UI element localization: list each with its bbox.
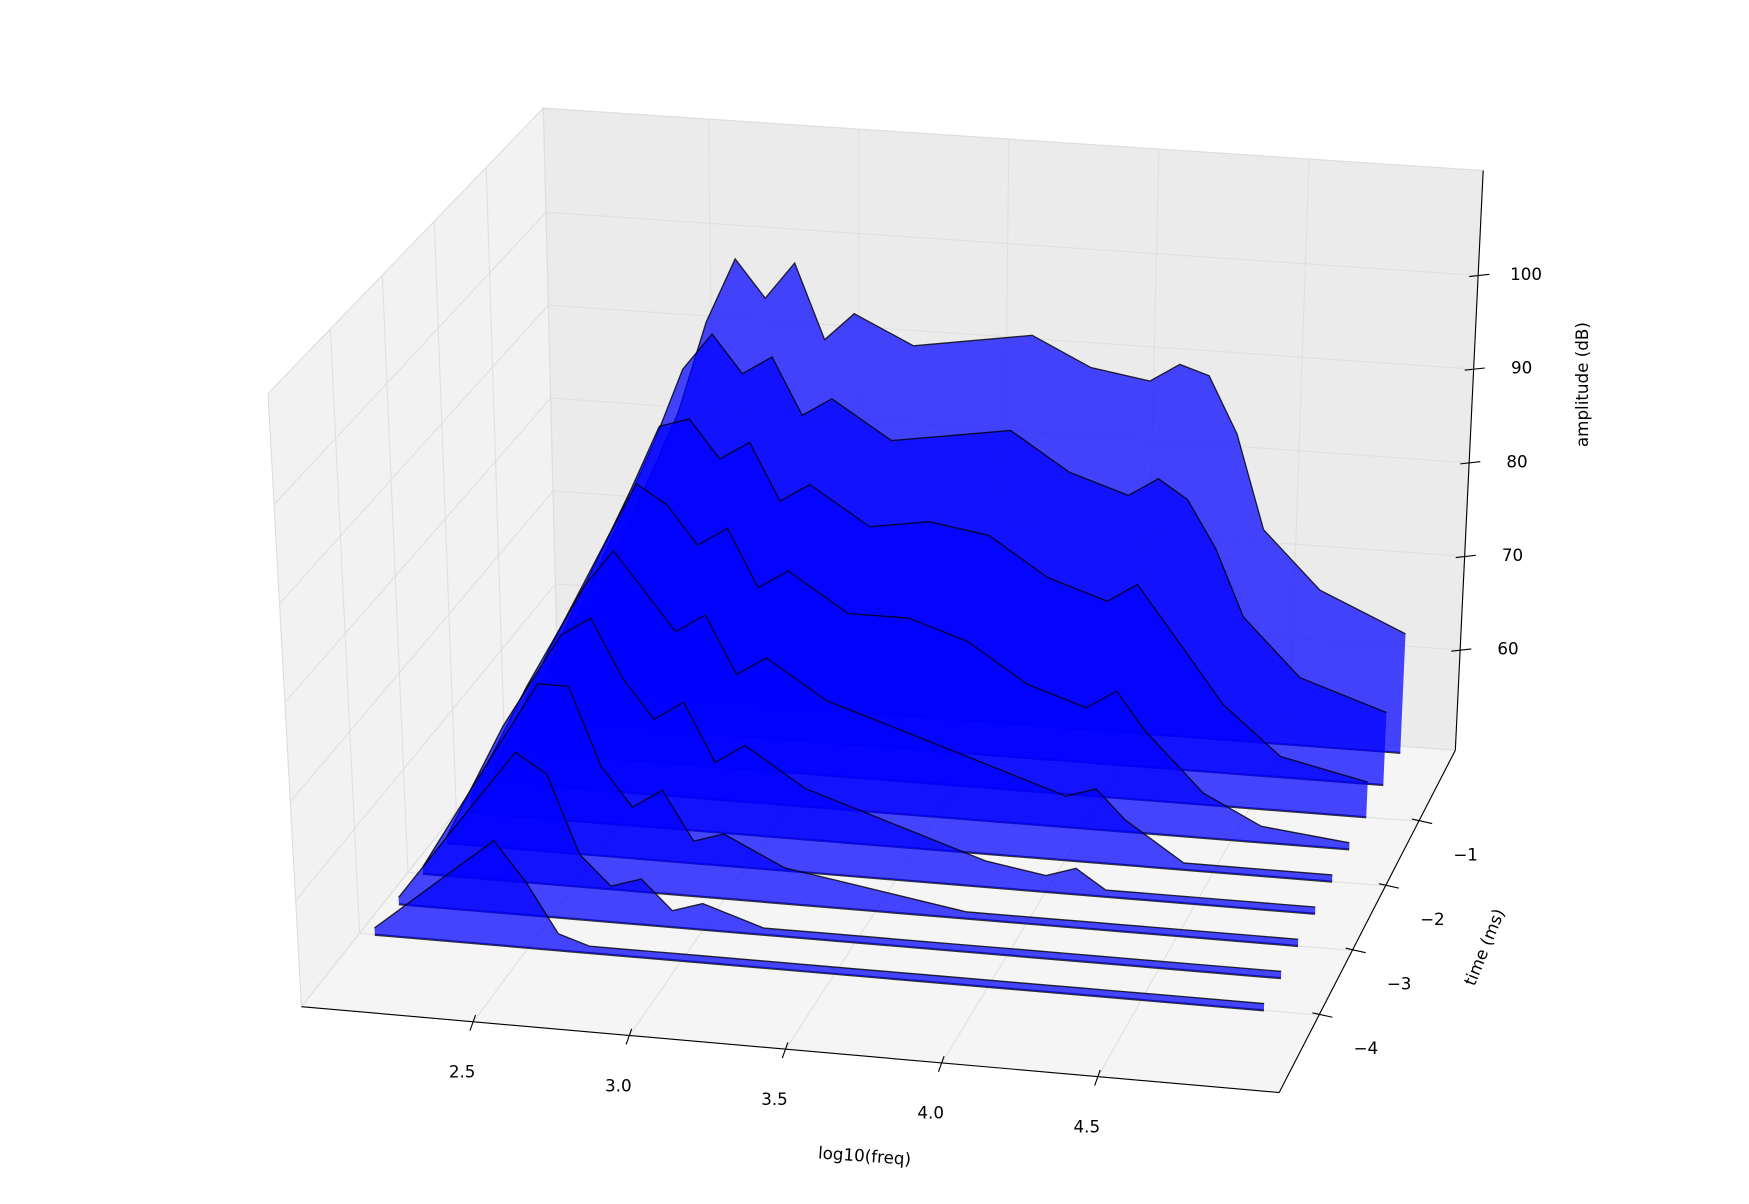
x-tick	[937, 1056, 945, 1073]
z-tick-label: 70	[1502, 545, 1523, 565]
x-tick	[469, 1014, 477, 1031]
z-axis-line	[1454, 170, 1484, 751]
slice-line	[494, 482, 1350, 844]
y-tick	[1312, 1012, 1333, 1018]
x-tick-label: 2.5	[449, 1062, 476, 1082]
z-tick	[1464, 367, 1485, 371]
y-axis-label: time (ms)	[1460, 906, 1509, 989]
z-tick	[1469, 273, 1490, 278]
x-tick-label: 3.0	[605, 1075, 632, 1095]
x-axis-line	[301, 1006, 1280, 1094]
y-tick	[1411, 818, 1433, 825]
slice-line	[446, 617, 1316, 908]
z-tick-label: 80	[1506, 451, 1527, 471]
slice-line	[566, 257, 1406, 666]
x-tick	[625, 1028, 633, 1045]
y-tick-label: −1	[1453, 844, 1478, 864]
z-tick-label: 90	[1511, 358, 1532, 378]
slice-line	[374, 839, 1265, 1005]
z-tick	[1455, 554, 1476, 559]
slice-line	[422, 683, 1299, 940]
x-tick-label: 4.0	[917, 1103, 944, 1123]
y-tick	[1345, 947, 1366, 954]
grid-line	[279, 304, 1474, 604]
slice-line	[518, 418, 1368, 783]
slice-line	[398, 751, 1282, 973]
y-axis-line	[1278, 750, 1456, 1093]
slice-line	[470, 549, 1333, 876]
z-tick-label: 100	[1510, 264, 1542, 284]
slice-line	[542, 332, 1387, 714]
y-tick	[1378, 883, 1400, 889]
grid-line	[273, 211, 1479, 505]
y-tick-label: −2	[1420, 909, 1445, 929]
x-tick	[1094, 1069, 1101, 1086]
z-tick	[1451, 648, 1472, 652]
x-tick-label: 3.5	[761, 1089, 788, 1109]
x-tick	[781, 1042, 789, 1059]
x-tick-label: 4.5	[1074, 1116, 1101, 1136]
y-tick-label: −4	[1354, 1038, 1379, 1058]
data-area	[374, 257, 1406, 1012]
z-tick-label: 60	[1497, 639, 1518, 659]
y-tick-label: −3	[1387, 974, 1412, 994]
z-tick	[1460, 461, 1481, 465]
slice-area	[398, 752, 1282, 979]
z-axis-label: amplitude (dB)	[1572, 322, 1592, 447]
x-axis-label: log10(freq)	[817, 1142, 911, 1168]
